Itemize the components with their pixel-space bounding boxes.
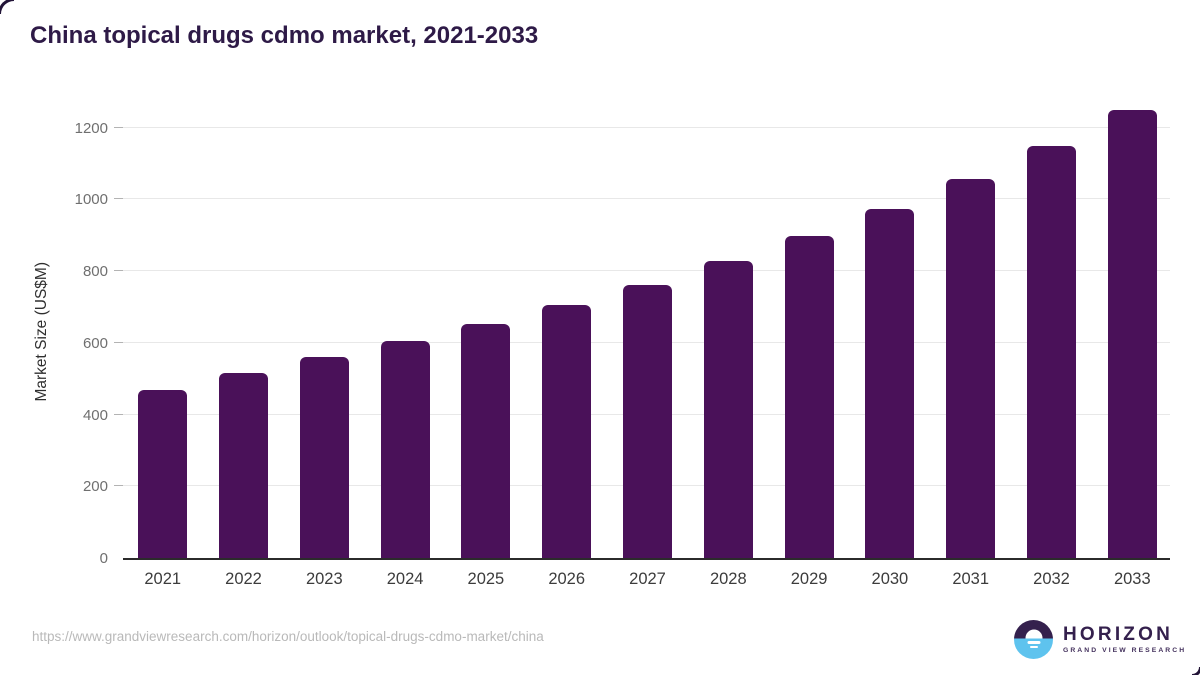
bar-2021[interactable] [138, 390, 188, 558]
horizon-logo-icon [1014, 620, 1053, 659]
x-tick-label: 2024 [386, 570, 424, 588]
bar-2022[interactable] [219, 372, 268, 558]
y-axis-tick [114, 413, 123, 415]
y-axis-tick [114, 485, 123, 487]
x-tick-label: 2028 [709, 570, 747, 588]
bar-2029[interactable] [784, 236, 834, 558]
x-tick-label: 2027 [629, 570, 666, 588]
x-tick-label: 2025 [467, 570, 505, 588]
sun-reflection-icon [1029, 645, 1038, 649]
bar-2032[interactable] [1027, 146, 1076, 558]
sun-icon [1025, 629, 1042, 639]
source-url-text: https://www.grandviewresearch.com/horizo… [32, 629, 544, 644]
y-axis-tick [114, 341, 123, 343]
card-corner-decoration [0, 0, 14, 14]
y-tick-label: 1200 [74, 119, 108, 137]
y-tick-label: 800 [82, 263, 108, 280]
x-tick-label: 2031 [952, 570, 990, 588]
x-axis-labels: 2021 2022 2023 2024 2025 2026 2027 2028 2029 2030… [123, 570, 1170, 594]
bar-2026[interactable] [542, 304, 592, 558]
y-axis-tick [114, 126, 123, 128]
horizon-logo: HORIZON GRAND VIEW RESEARCH [1014, 620, 1186, 659]
bar-2033[interactable] [1107, 109, 1157, 558]
gridline [123, 126, 1170, 128]
x-tick-label: 2026 [548, 570, 586, 588]
bar-2023[interactable] [299, 356, 349, 558]
y-axis-title-wrap: Market Size (US$M) [33, 104, 51, 560]
horizon-logo-text: HORIZON GRAND VIEW RESEARCH [1063, 625, 1186, 654]
bar-2027[interactable] [623, 284, 672, 558]
y-axis-tick [114, 270, 123, 271]
y-tick-label: 400 [82, 406, 108, 424]
sun-reflection-icon [1027, 641, 1040, 644]
logo-tagline: GRAND VIEW RESEARCH [1063, 647, 1187, 654]
bar-2025[interactable] [461, 324, 511, 558]
x-tick-label: 2033 [1113, 570, 1151, 588]
plot-area: 0 200 400 600 800 1000 1200 [75, 104, 1170, 567]
gridline [123, 198, 1170, 200]
y-axis-title: Market Size (US$M) [33, 262, 50, 402]
x-tick-label: 2021 [144, 570, 182, 588]
y-axis-tick [114, 198, 123, 200]
y-tick-label: 200 [82, 478, 108, 496]
x-tick-label: 2022 [225, 570, 262, 588]
y-tick-label: 0 [99, 550, 108, 567]
logo-name: HORIZON [1063, 624, 1174, 645]
y-tick-label: 600 [82, 334, 108, 352]
gridline [123, 270, 1170, 271]
x-tick-label: 2030 [871, 570, 909, 588]
bar-2031[interactable] [946, 179, 996, 558]
chart-title: China topical drugs cdmo market, 2021-20… [30, 22, 539, 49]
bar-2030[interactable] [865, 209, 915, 558]
card-corner-decoration [1192, 667, 1200, 675]
bar-2028[interactable] [703, 260, 753, 558]
x-tick-label: 2023 [305, 570, 343, 588]
bar-2024[interactable] [380, 340, 430, 558]
x-tick-label: 2032 [1033, 570, 1070, 588]
y-tick-label: 1000 [74, 191, 108, 209]
x-tick-label: 2029 [790, 570, 828, 588]
